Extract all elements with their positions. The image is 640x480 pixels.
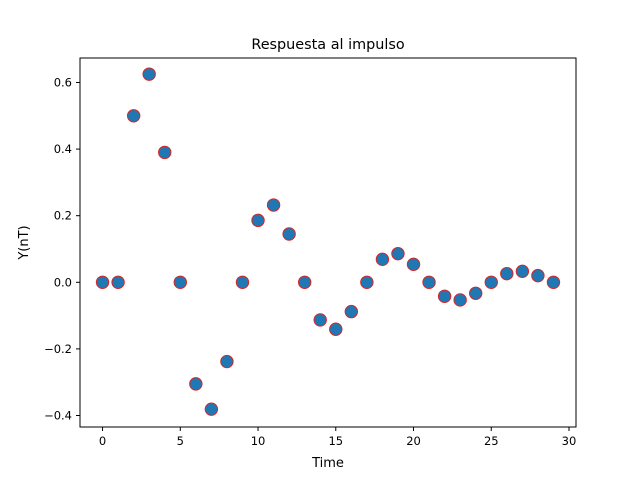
y-tick-label: 0.6 [54,75,72,89]
data-point [266,198,281,212]
data-point [173,275,187,289]
data-point [375,252,390,267]
data-point [282,227,296,241]
data-point [344,304,359,319]
data-point [313,313,327,327]
data-point [546,275,561,289]
data-point [142,67,156,81]
y-axis-label: Y(nT) [17,225,32,260]
plot-frame [79,57,577,428]
x-tick-label: 30 [562,434,577,448]
data-point [437,289,452,303]
data-point [469,286,483,300]
data-point [220,354,234,369]
data-points [95,67,561,416]
data-point [95,275,110,289]
x-tick-label: 25 [484,434,499,448]
data-point [126,109,141,123]
y-tick-label: −0.2 [44,342,72,356]
data-point [235,275,250,289]
axis-ticks: 0 5 10 15 20 25 30 −0.4 −0.2 0.0 0.2 0.4 0.6 [44,75,576,448]
x-tick-label: 10 [251,434,266,448]
data-point [111,275,125,289]
data-point [189,377,203,391]
data-point [360,275,374,289]
data-point [204,402,219,416]
data-point [391,246,405,261]
data-point [251,213,265,228]
chart-title: Respuesta al impulso [251,37,405,53]
data-point [484,275,498,289]
x-tick-label: 0 [99,434,106,448]
y-tick-label: 0.0 [54,275,72,289]
y-tick-label: 0.4 [54,142,72,156]
x-tick-label: 20 [406,434,421,448]
data-point [500,266,514,281]
data-point [515,264,530,279]
data-point [453,293,467,307]
data-point [297,275,312,289]
data-point [531,268,545,283]
y-tick-label: 0.2 [54,209,72,223]
data-point [329,322,343,336]
y-tick-label: −0.4 [44,409,72,423]
data-point [158,145,172,160]
x-axis-label: Time [311,456,344,471]
plot-area [80,58,576,427]
x-tick-label: 15 [328,434,343,448]
data-point [406,257,421,272]
x-tick-label: 5 [177,434,184,448]
data-point [422,275,436,289]
